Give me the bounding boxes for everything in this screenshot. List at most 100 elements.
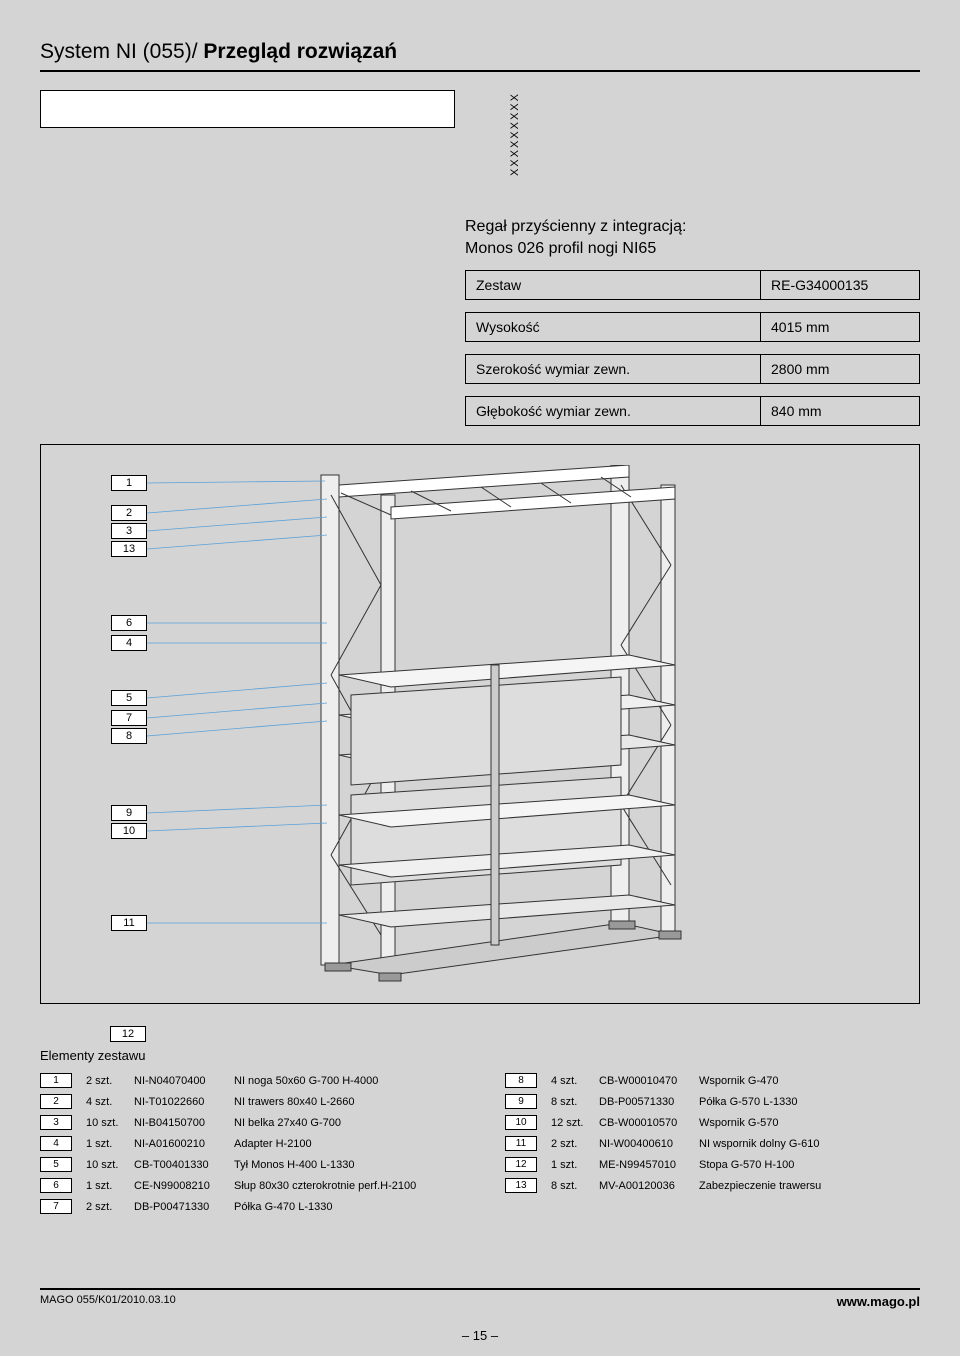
bom-desc: NI trawers 80x40 L-2660	[234, 1096, 455, 1108]
bom-desc: Zabezpieczenie trawersu	[699, 1180, 920, 1192]
bom-index: 11	[505, 1136, 537, 1151]
spec-value: 4015 mm	[760, 312, 920, 342]
bom-index: 13	[505, 1178, 537, 1193]
bom-index: 6	[40, 1178, 72, 1193]
callout-4: 4	[111, 635, 147, 651]
spec-row: ZestawRE-G34000135	[465, 270, 920, 300]
bom-desc: NI wspornik dolny G-610	[699, 1138, 920, 1150]
empty-frame-left	[40, 90, 455, 128]
bom-qty: 8 szt.	[551, 1096, 599, 1108]
bom-qty: 4 szt.	[551, 1075, 599, 1087]
bom-code: NI-N04070400	[134, 1075, 234, 1087]
bom-qty: 2 szt.	[86, 1201, 134, 1213]
callout-12: 12	[110, 1026, 146, 1042]
bom-qty: 1 szt.	[86, 1180, 134, 1192]
bom-desc: NI belka 27x40 G-700	[234, 1117, 455, 1129]
rack-illustration	[281, 465, 781, 985]
bom-index: 10	[505, 1115, 537, 1130]
bom-index: 8	[505, 1073, 537, 1088]
bom-row: 11 2 szt.NI-W00400610NI wspornik dolny G-…	[505, 1136, 920, 1151]
spec-row: Wysokość4015 mm	[465, 312, 920, 342]
bom-desc: Wspornik G-570	[699, 1117, 920, 1129]
callout-11: 11	[111, 915, 147, 931]
bom-index: 9	[505, 1094, 537, 1109]
bom-qty: 1 szt.	[551, 1159, 599, 1171]
bom-index: 7	[40, 1199, 72, 1214]
callout-1: 1	[111, 475, 147, 491]
diagram-frame: 1 2 3 13 6 4 5 7 8 9 10 11	[40, 444, 920, 1004]
bom-index: 3	[40, 1115, 72, 1130]
bom-code: NI-B04150700	[134, 1117, 234, 1129]
bom-code: NI-W00400610	[599, 1138, 699, 1150]
bom-index: 5	[40, 1157, 72, 1172]
bom-row: 1 2 szt.NI-N04070400NI noga 50x60 G-700 H…	[40, 1073, 455, 1088]
bom-code: CB-W00010470	[599, 1075, 699, 1087]
spec-value: RE-G34000135	[760, 270, 920, 300]
bom-row: 5 10 szt.CB-T00401330Tył Monos H-400 L-13…	[40, 1157, 455, 1172]
spec-label: Zestaw	[465, 270, 760, 300]
spec-label: Szerokość wymiar zewn.	[465, 354, 760, 384]
bom-desc: Tył Monos H-400 L-1330	[234, 1159, 455, 1171]
bom-qty: 8 szt.	[551, 1180, 599, 1192]
bom-title: Elementy zestawu	[40, 1048, 920, 1063]
bom-code: CE-N99008210	[134, 1180, 234, 1192]
page-footer: MAGO 055/K01/2010.03.10 www.mago.pl	[40, 1288, 920, 1309]
header-prefix: System NI (055)/	[40, 40, 203, 63]
bom-code: NI-A01600210	[134, 1138, 234, 1150]
bom-code: ME-N99457010	[599, 1159, 699, 1171]
bom-row: 61 szt.CE-N99008210Słup 80x30 czterokrot…	[40, 1178, 455, 1193]
bom-desc: Wspornik G-470	[699, 1075, 920, 1087]
bom-code: DB-P00471330	[134, 1201, 234, 1213]
bom-row: 3 10 szt.NI-B04150700NI belka 27x40 G-700	[40, 1115, 455, 1130]
bom-row: 24 szt.NI-T01022660NI trawers 80x40 L-26…	[40, 1094, 455, 1109]
bom-row: 7 2 szt.DB-P00471330Półka G-470 L-1330	[40, 1199, 455, 1214]
bom-row: 13 8 szt.MV-A00120036Zabezpieczenie trawe…	[505, 1178, 920, 1193]
page-number: – 15 –	[0, 1328, 960, 1343]
bom-qty: 10 szt.	[86, 1159, 134, 1171]
header-rule	[40, 70, 920, 72]
bom-row: 98 szt.DB-P00571330Półka G-570 L-1330	[505, 1094, 920, 1109]
bom-row: 8 4 szt.CB-W00010470Wspornik G-470	[505, 1073, 920, 1088]
callout-6: 6	[111, 615, 147, 631]
callout-3: 3	[111, 523, 147, 539]
bom-row: 12 1 szt.ME-N99457010Stopa G-570 H-100	[505, 1157, 920, 1172]
page-header: System NI (055)/ Przegląd rozwiązań	[40, 40, 920, 70]
x-marker: XXXXXXXXX	[465, 90, 565, 176]
bom-desc: Półka G-570 L-1330	[699, 1096, 920, 1108]
callout-8: 8	[111, 728, 147, 744]
footer-url: www.mago.pl	[837, 1294, 920, 1309]
bom-qty: 10 szt.	[86, 1117, 134, 1129]
bom-index: 2	[40, 1094, 72, 1109]
bom-index: 1	[40, 1073, 72, 1088]
bom-row: 10 12 szt.CB-W00010570Wspornik G-570	[505, 1115, 920, 1130]
bom-code: CB-T00401330	[134, 1159, 234, 1171]
callout-13: 13	[111, 541, 147, 557]
bom-desc: Półka G-470 L-1330	[234, 1201, 455, 1213]
callout-10: 10	[111, 823, 147, 839]
spec-value: 2800 mm	[760, 354, 920, 384]
spec-label: Głębokość wymiar zewn.	[465, 396, 760, 426]
bom-row: 4 1 szt.NI-A01600210Adapter H-2100	[40, 1136, 455, 1151]
callout-5: 5	[111, 690, 147, 706]
bom-index: 12	[505, 1157, 537, 1172]
bom-qty: 2 szt.	[551, 1138, 599, 1150]
bom-qty: 12 szt.	[551, 1117, 599, 1129]
callout-7: 7	[111, 710, 147, 726]
bom-desc: Adapter H-2100	[234, 1138, 455, 1150]
footer-doc-id: MAGO 055/K01/2010.03.10	[40, 1294, 176, 1309]
bom-code: MV-A00120036	[599, 1180, 699, 1192]
spec-row: Szerokość wymiar zewn.2800 mm	[465, 354, 920, 384]
bom-qty: 2 szt.	[86, 1075, 134, 1087]
bom-qty: 1 szt.	[86, 1138, 134, 1150]
bom-index: 4	[40, 1136, 72, 1151]
spec-title: Regał przyścienny z integracją: Monos 02…	[465, 216, 920, 260]
bom-code: CB-W00010570	[599, 1117, 699, 1129]
header-title: Przegląd rozwiązań	[203, 40, 397, 63]
callout-2: 2	[111, 505, 147, 521]
callout-9: 9	[111, 805, 147, 821]
bom-code: NI-T01022660	[134, 1096, 234, 1108]
spec-row: Głębokość wymiar zewn.840 mm	[465, 396, 920, 426]
bom-desc: NI noga 50x60 G-700 H-4000	[234, 1075, 455, 1087]
bom-desc: Stopa G-570 H-100	[699, 1159, 920, 1171]
spec-value: 840 mm	[760, 396, 920, 426]
